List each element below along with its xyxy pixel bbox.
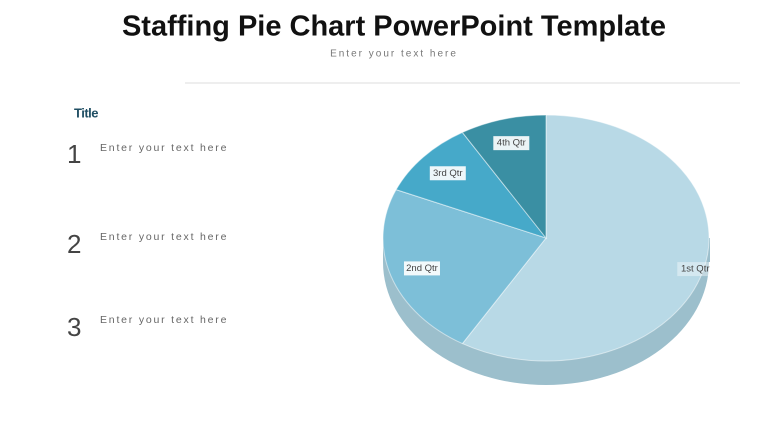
item-text: Enter your text here [100,314,228,326]
slice-label: 1st Qtr [681,264,710,275]
pie-slice [461,114,710,362]
label-box [429,166,466,181]
item-text: Enter your text here [100,231,228,243]
pie-slice [395,131,548,239]
item-number: 3 [67,312,81,342]
item-number: 1 [67,139,81,169]
sidebar-heading: Title [74,105,98,120]
slide-title: Staffing Pie Chart PowerPoint Template [122,11,666,43]
slide-subtitle: Enter your text here [330,49,458,60]
pie-slice [382,189,547,345]
slice-label: 3rd Qtr [433,168,463,179]
label-box [403,261,440,276]
item-text: Enter your text here [100,142,228,154]
item-number: 2 [67,229,81,259]
slice-label: 2nd Qtr [406,263,438,274]
label-box [493,136,530,151]
slice-label: 4th Qtr [497,138,526,149]
label-box [677,262,714,277]
